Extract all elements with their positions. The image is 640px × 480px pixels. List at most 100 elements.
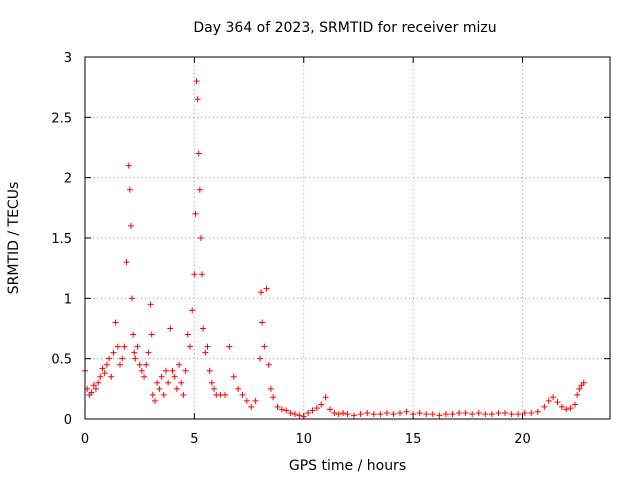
data-point-marker bbox=[152, 397, 158, 404]
data-point-marker bbox=[99, 365, 106, 372]
data-point-marker bbox=[263, 285, 270, 292]
data-point-marker bbox=[574, 391, 581, 398]
data-point-marker bbox=[383, 409, 390, 416]
data-point-marker bbox=[95, 379, 102, 386]
data-point-marker bbox=[390, 411, 397, 418]
data-point-marker bbox=[193, 78, 200, 85]
data-point-marker bbox=[305, 409, 312, 416]
data-point-marker bbox=[149, 391, 156, 398]
data-point-marker bbox=[195, 150, 202, 157]
data-point-marker bbox=[248, 403, 255, 410]
data-point-marker bbox=[278, 406, 285, 413]
data-point-marker bbox=[171, 373, 178, 380]
data-point-marker bbox=[132, 355, 139, 362]
data-point-marker bbox=[191, 271, 198, 278]
data-point-marker bbox=[117, 361, 123, 368]
data-point-marker bbox=[313, 405, 320, 412]
data-point-marker bbox=[222, 391, 228, 398]
data-point-marker bbox=[90, 382, 97, 389]
data-point-marker bbox=[230, 373, 237, 380]
y-tick-label: 1 bbox=[64, 292, 72, 307]
data-point-marker bbox=[92, 385, 99, 392]
data-point-marker bbox=[397, 409, 403, 416]
y-tick-label: 2.5 bbox=[51, 111, 72, 126]
data-point-marker bbox=[351, 412, 358, 419]
data-point-marker bbox=[123, 259, 130, 266]
data-point-marker bbox=[475, 409, 482, 416]
data-point-marker bbox=[112, 319, 119, 326]
data-point-marker bbox=[110, 349, 117, 356]
data-point-marker bbox=[449, 411, 456, 418]
data-point-marker bbox=[370, 411, 377, 418]
data-point-marker bbox=[202, 349, 209, 356]
y-tick-label: 0.5 bbox=[51, 353, 72, 368]
data-point-marker bbox=[482, 411, 489, 418]
data-point-marker bbox=[121, 343, 128, 350]
data-point-marker bbox=[129, 295, 136, 302]
data-point-marker bbox=[154, 379, 161, 386]
data-point-marker bbox=[197, 235, 204, 241]
data-point-marker bbox=[130, 331, 137, 338]
data-point-marker bbox=[141, 373, 148, 380]
data-point-marker bbox=[252, 397, 259, 404]
data-point-marker bbox=[364, 409, 371, 416]
data-point-marker bbox=[180, 391, 187, 398]
data-point-marker bbox=[335, 411, 342, 418]
data-point-marker bbox=[274, 403, 281, 410]
y-axis-title: SRMTID / TECUs bbox=[6, 182, 22, 295]
data-point-marker bbox=[136, 361, 143, 368]
data-point-marker bbox=[403, 408, 410, 415]
data-point-marker bbox=[572, 401, 578, 408]
data-point-marker bbox=[488, 411, 495, 418]
data-point-marker bbox=[580, 379, 587, 386]
data-point-marker bbox=[377, 411, 384, 418]
data-point-marker bbox=[344, 411, 351, 418]
data-point-marker bbox=[131, 349, 138, 356]
data-point-marker bbox=[184, 331, 191, 338]
data-point-marker bbox=[508, 411, 515, 418]
tick-labels: 0 5 10 15 20 0 0.5 1 1.5 2 2.5 3 bbox=[51, 51, 530, 447]
data-point-marker bbox=[357, 411, 364, 418]
data-point-marker bbox=[204, 343, 211, 350]
x-tick-label: 10 bbox=[295, 432, 312, 447]
y-tick-label: 2 bbox=[64, 172, 72, 187]
data-point-marker bbox=[156, 385, 163, 392]
data-point-marker bbox=[550, 394, 557, 401]
data-point-marker bbox=[318, 401, 325, 408]
data-point-marker bbox=[127, 222, 134, 229]
data-point-marker bbox=[469, 411, 476, 418]
data-point-marker bbox=[515, 411, 522, 418]
data-point-marker bbox=[416, 409, 423, 416]
data-point-marker bbox=[88, 389, 95, 396]
data-point-marker bbox=[259, 319, 266, 326]
data-point-marker bbox=[287, 409, 294, 416]
data-point-marker bbox=[258, 289, 265, 296]
data-point-marker bbox=[114, 343, 121, 350]
data-point-marker bbox=[541, 403, 548, 410]
x-tick-label: 5 bbox=[190, 432, 198, 447]
data-point-marker bbox=[423, 411, 430, 418]
data-point-marker bbox=[106, 355, 113, 362]
data-point-marker bbox=[331, 409, 338, 416]
data-point-marker bbox=[261, 343, 268, 350]
data-point-marker bbox=[101, 370, 108, 377]
data-point-marker bbox=[521, 409, 528, 416]
data-point-marker bbox=[265, 361, 272, 368]
data-point-marker bbox=[340, 409, 347, 416]
data-point-marker bbox=[534, 408, 541, 415]
x-tick-label: 20 bbox=[514, 432, 531, 447]
x-axis-title: GPS time / hours bbox=[289, 458, 406, 474]
grid bbox=[85, 57, 610, 419]
y-tick-label: 0 bbox=[64, 413, 72, 428]
data-point-marker bbox=[436, 412, 443, 419]
data-point-marker bbox=[243, 397, 250, 404]
data-point-marker bbox=[235, 385, 242, 392]
data-point-marker bbox=[196, 186, 203, 193]
data-point-marker bbox=[145, 349, 152, 356]
data-markers bbox=[82, 78, 587, 420]
data-point-marker bbox=[125, 162, 132, 169]
data-point-marker bbox=[134, 343, 141, 350]
data-point-marker bbox=[194, 96, 201, 103]
